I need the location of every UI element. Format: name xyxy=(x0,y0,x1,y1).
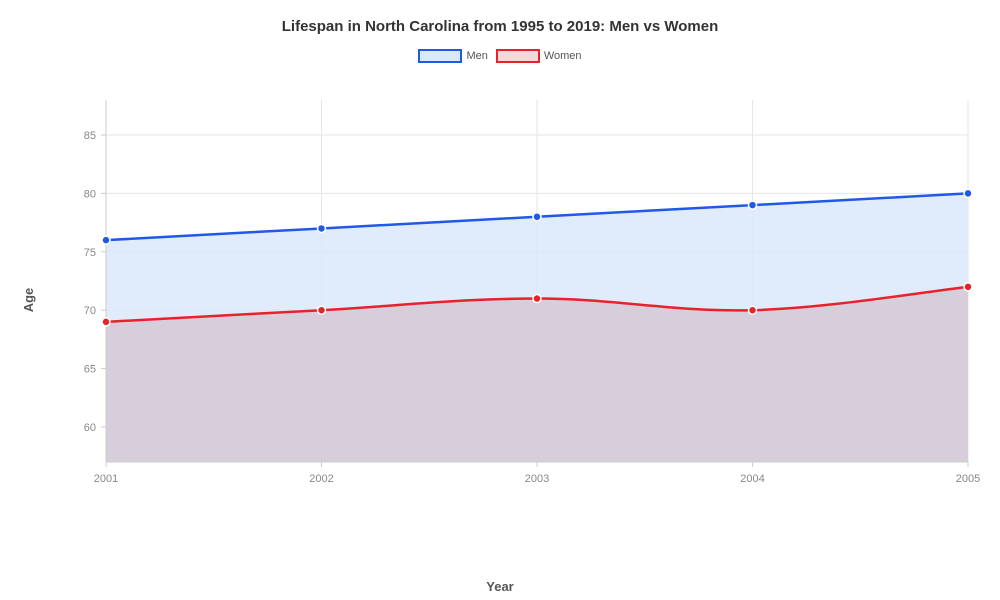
data-point xyxy=(533,213,541,221)
chart-container: Lifespan in North Carolina from 1995 to … xyxy=(0,0,1000,600)
x-tick-label: 2004 xyxy=(740,473,764,485)
legend-swatch-men xyxy=(418,49,462,63)
data-point xyxy=(318,306,326,314)
x-tick-label: 2003 xyxy=(525,473,549,485)
x-tick-label: 2001 xyxy=(94,473,118,485)
x-tick-label: 2005 xyxy=(956,473,980,485)
data-point xyxy=(102,318,110,326)
data-point xyxy=(749,201,757,209)
data-point xyxy=(964,189,972,197)
data-point xyxy=(964,283,972,291)
data-point xyxy=(102,236,110,244)
data-point xyxy=(749,306,757,314)
y-tick-label: 80 xyxy=(84,188,96,200)
plot-area: 60 65 70 75 80 85 2001 2002 2003 2004 2005 xyxy=(62,90,980,510)
y-tick-label: 70 xyxy=(84,305,96,317)
chart-svg: 60 65 70 75 80 85 2001 2002 2003 2004 2005 xyxy=(62,90,980,510)
chart-title: Lifespan in North Carolina from 1995 to … xyxy=(0,0,1000,35)
y-tick-label: 65 xyxy=(84,364,96,376)
legend-label-women: Women xyxy=(544,50,582,62)
y-tick-label: 75 xyxy=(84,247,96,259)
y-tick-label: 60 xyxy=(84,422,96,434)
y-tick-label: 85 xyxy=(84,130,96,142)
legend: Men Women xyxy=(0,49,1000,63)
legend-item-women: Women xyxy=(496,49,582,63)
y-axis-label: Age xyxy=(21,288,36,313)
data-point xyxy=(533,295,541,303)
data-point xyxy=(318,224,326,232)
x-tick-label: 2002 xyxy=(309,473,333,485)
legend-item-men: Men xyxy=(418,49,487,63)
legend-label-men: Men xyxy=(466,50,487,62)
legend-swatch-women xyxy=(496,49,540,63)
x-axis-label: Year xyxy=(486,579,513,594)
